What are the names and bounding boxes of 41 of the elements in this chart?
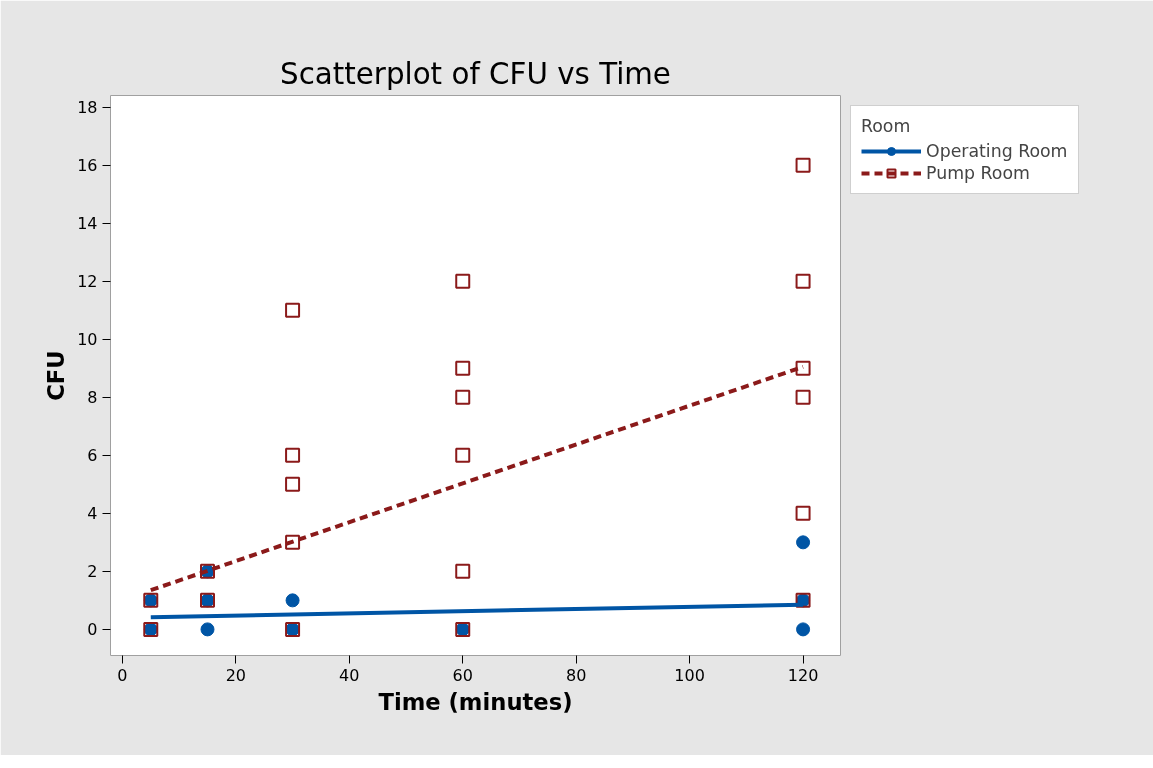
x-tick-label: 0 xyxy=(117,665,128,685)
y-axis-title: CFU xyxy=(43,350,70,401)
x-tick-label: 20 xyxy=(225,665,247,685)
point xyxy=(455,563,471,579)
y-tick-label: 2 xyxy=(87,562,98,582)
point xyxy=(455,273,471,289)
y-tick-label: 14 xyxy=(77,214,98,234)
y-tick-label: 0 xyxy=(87,620,98,640)
point xyxy=(285,447,301,463)
y-tick-label: 4 xyxy=(87,504,98,524)
x-tick-label: 60 xyxy=(452,665,473,685)
y-tick-label: 8 xyxy=(87,388,98,408)
point xyxy=(796,622,811,637)
point xyxy=(285,302,301,318)
point xyxy=(455,389,471,405)
x-tick-label: 120 xyxy=(787,665,819,685)
point xyxy=(285,593,300,608)
point xyxy=(795,157,811,173)
x-tick-label: 80 xyxy=(566,665,587,685)
x-axis-title: Time (minutes) xyxy=(378,688,573,715)
x-tick-label: 40 xyxy=(339,665,360,685)
point xyxy=(795,360,811,376)
y-tick-label: 6 xyxy=(87,446,98,466)
point xyxy=(200,622,215,637)
y-tick-label: 16 xyxy=(77,156,98,176)
point xyxy=(795,505,811,521)
point xyxy=(796,535,811,550)
point xyxy=(455,360,471,376)
chart-title: Scatterplot of CFU vs Time xyxy=(280,56,671,91)
y-tick-label: 12 xyxy=(77,272,98,292)
legend-label: Operating Room xyxy=(926,141,1068,161)
legend-label: Pump Room xyxy=(926,163,1030,183)
legend-title: Room xyxy=(861,116,912,136)
y-tick-label: 18 xyxy=(77,98,98,118)
x-tick-label: 100 xyxy=(674,665,705,685)
point xyxy=(795,389,811,405)
point xyxy=(285,534,301,550)
y-tick-label: 10 xyxy=(77,330,98,350)
point xyxy=(795,273,811,289)
point xyxy=(455,447,471,463)
point xyxy=(285,476,301,492)
